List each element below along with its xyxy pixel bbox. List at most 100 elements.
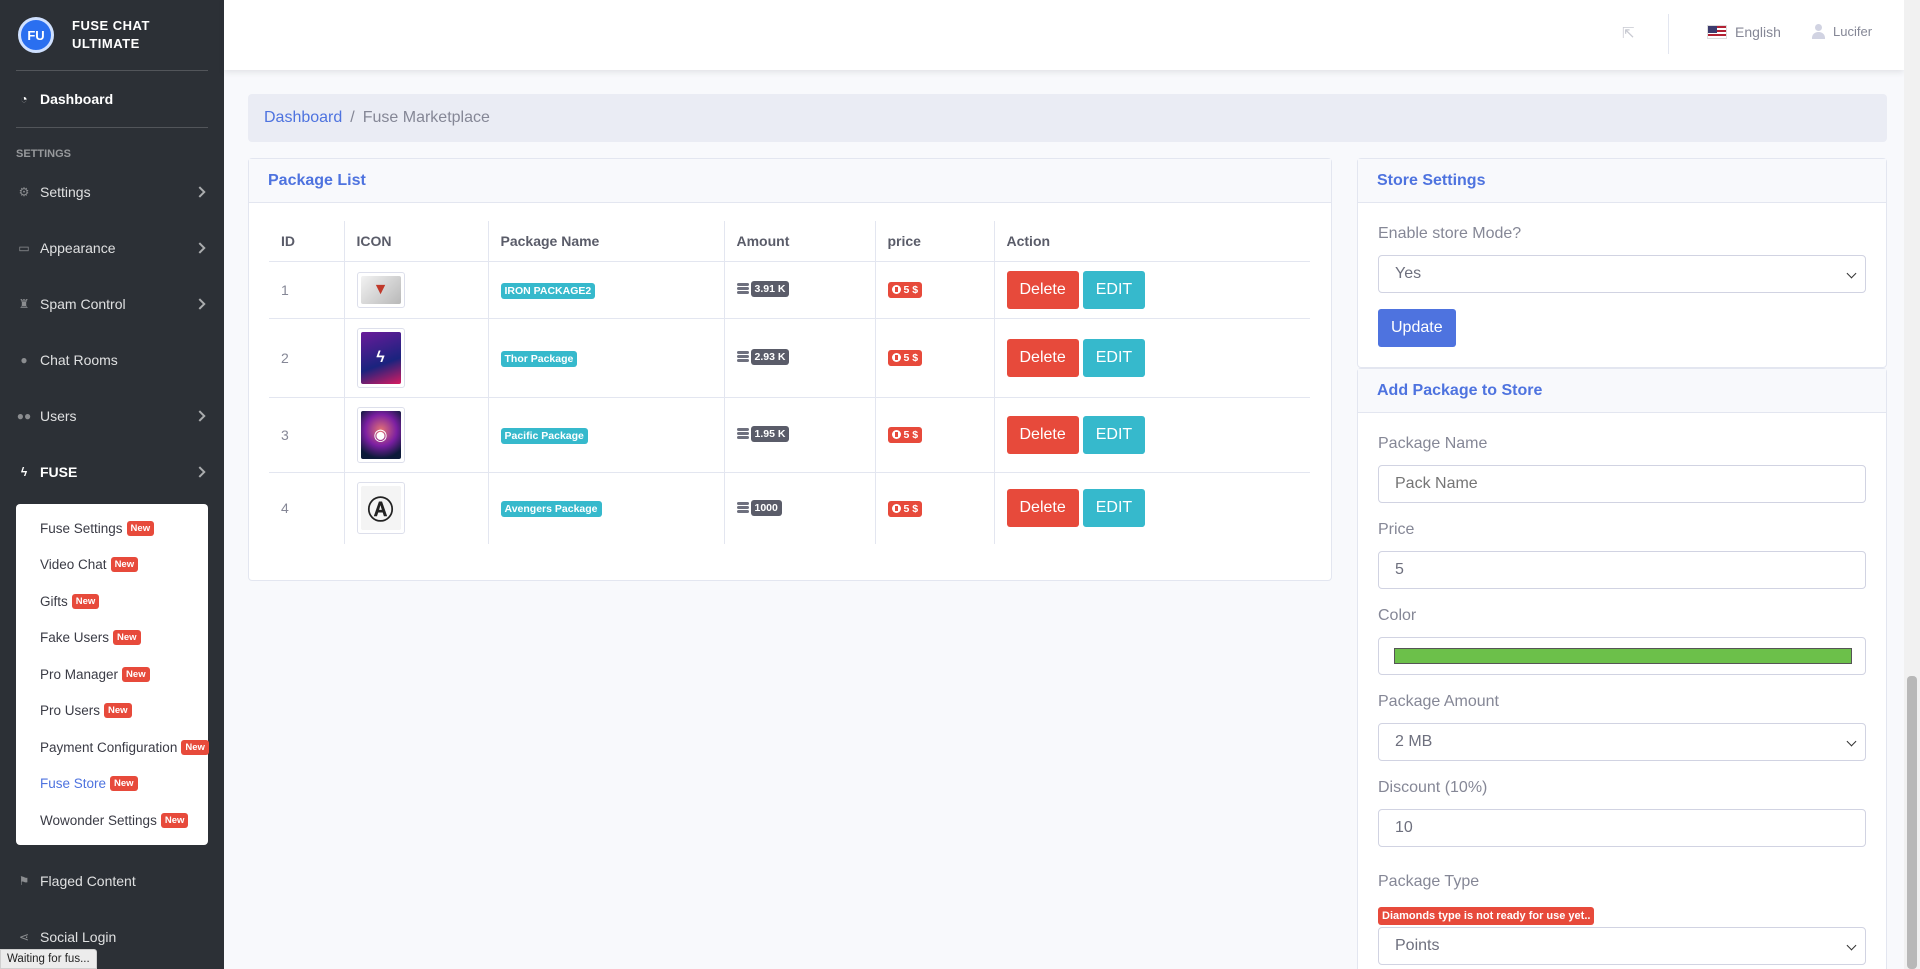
package-amount-select[interactable]: 2 MB [1378, 723, 1866, 761]
share-icon: ⋖ [18, 929, 30, 944]
price-icon [891, 285, 901, 295]
submenu-item-label: Pro Users [40, 703, 101, 719]
package-type-label: Package Type [1378, 873, 1480, 890]
table-row: 3 ◉ Pacific Package 1.95 K 5 $ Delete EDI… [269, 396, 1310, 472]
sidebar-item-fuse[interactable]: ϟ FUSE [0, 444, 224, 500]
package-type-select[interactable]: Points [1378, 927, 1866, 965]
submenu-item-payment-configuration[interactable]: Payment Configuration New [16, 729, 209, 766]
amount-badge: 3.91 K [750, 281, 790, 297]
edit-button[interactable]: EDIT [1082, 489, 1146, 528]
submenu-item-label: Payment Configuration [40, 739, 178, 755]
sidebar-item-appearance[interactable]: ▭ Appearance [0, 220, 224, 276]
new-badge: New [110, 557, 139, 573]
submenu-item-video-chat[interactable]: Video Chat New [16, 547, 208, 584]
discount-label: Discount (10%) [1378, 779, 1488, 796]
submenu-item-label: Video Chat [40, 557, 107, 573]
price-value: 5 $ [903, 502, 919, 515]
edit-button[interactable]: EDIT [1082, 415, 1146, 454]
spam-control-icon: ♜ [18, 297, 30, 311]
breadcrumb-separator: / [350, 109, 355, 126]
color-swatch [1394, 648, 1852, 664]
topbar-divider [1668, 14, 1669, 54]
price-input[interactable]: 5 [1378, 551, 1866, 589]
amount-value: 1.95 K [736, 426, 790, 442]
color-input[interactable] [1378, 637, 1866, 675]
submenu-item-gifts[interactable]: Gifts New [16, 583, 208, 620]
sidebar-item-social-login[interactable]: ⋖ Social Login [0, 909, 224, 965]
user-menu[interactable]: Lucifer [1812, 24, 1872, 39]
scrollbar-thumb[interactable] [1907, 676, 1917, 969]
chevron-down-icon [1846, 268, 1857, 279]
new-badge: New [104, 703, 132, 719]
breadcrumb-dashboard-link[interactable]: Dashboard [264, 109, 343, 126]
sidebar-item-label: Appearance [40, 240, 116, 256]
submenu-item-fuse-settings[interactable]: Fuse Settings New [16, 510, 208, 547]
delete-button[interactable]: Delete [1006, 415, 1079, 454]
column-header-package-name: Package Name [488, 221, 725, 261]
column-header-id: ID [269, 221, 345, 261]
store-settings-card: Store Settings Enable store Mode? Yes Up… [1357, 158, 1887, 368]
chevron-right-icon [194, 298, 206, 310]
edit-button[interactable]: EDIT [1082, 270, 1146, 309]
delete-button[interactable]: Delete [1006, 338, 1079, 377]
package-thumbnail: ▼ [356, 271, 405, 308]
edit-button[interactable]: EDIT [1082, 338, 1146, 377]
chevron-down-icon [1846, 736, 1857, 747]
enable-store-label: Enable store Mode? [1378, 225, 1522, 242]
page-scrollbar[interactable] [1904, 0, 1920, 969]
discount-input[interactable]: 10 [1378, 809, 1866, 847]
sidebar-item-chat-rooms[interactable]: ● Chat Rooms [0, 332, 224, 388]
sidebar-item-label: Spam Control [40, 296, 126, 312]
browser-status-bar: Waiting for fus... [0, 949, 97, 969]
sidebar-item-label: Chat Rooms [40, 352, 118, 368]
sidebar-item-label: FUSE [40, 464, 78, 480]
external-link-icon[interactable]: ⇱ [1622, 25, 1635, 42]
users-icon: ●● [16, 409, 32, 423]
submenu-item-label: Gifts [40, 593, 68, 609]
submenu-item-fake-users[interactable]: Fake Users New [16, 620, 208, 657]
enable-store-select[interactable]: Yes [1378, 255, 1866, 293]
language-selector[interactable]: English [1707, 24, 1781, 40]
sidebar-item-flaged-content[interactable]: ⚑ Flaged Content [0, 853, 224, 909]
submenu-item-label: Fake Users [40, 630, 110, 646]
new-badge: New [113, 630, 141, 646]
brand-name-line1: FUSE CHAT [72, 18, 150, 33]
thor-icon: ϟ [360, 331, 401, 384]
submenu-item-label: Fuse Settings [40, 520, 123, 536]
column-header-action: Action [1006, 232, 1051, 249]
submenu-item-pro-manager[interactable]: Pro Manager New [16, 656, 208, 693]
package-name-input[interactable] [1378, 465, 1866, 503]
package-amount-label: Package Amount [1378, 693, 1499, 710]
sidebar-item-users[interactable]: ●● Users [0, 388, 224, 444]
submenu-item-wowonder-settings[interactable]: Wowonder Settings New [16, 802, 208, 839]
delete-button[interactable]: Delete [1006, 489, 1079, 528]
add-package-card: Add Package to Store Package Name Price … [1357, 368, 1887, 969]
row-icon-cell: ϟ [344, 317, 489, 397]
price-icon [891, 430, 901, 440]
row-icon-cell: ▼ [344, 260, 489, 318]
sidebar-item-settings[interactable]: ⚙ Settings [0, 164, 224, 220]
user-icon [1812, 24, 1825, 39]
enable-store-value: Yes [1395, 265, 1422, 282]
delete-button[interactable]: Delete [1006, 270, 1079, 309]
submenu-item-fuse-store[interactable]: Fuse Store New [16, 766, 208, 803]
amount-badge: 1.95 K [750, 426, 790, 442]
sidebar-item-dashboard[interactable]: ◔ Dashboard [0, 71, 224, 127]
column-header-price: price [875, 221, 995, 261]
row-icon-cell: ◉ [344, 396, 489, 472]
update-button[interactable]: Update [1378, 309, 1456, 347]
brand-logo-icon: FU [18, 17, 54, 53]
pacific-icon: ◉ [360, 410, 401, 459]
chat-icon: ● [20, 353, 28, 367]
sidebar-item-spam-control[interactable]: ♜ Spam Control [0, 276, 224, 332]
price-badge: 5 $ [887, 281, 923, 298]
package-name-badge: Thor Package [500, 350, 578, 367]
package-table: ID ICON Package Name Amount price Action… [269, 221, 1310, 544]
sidebar-item-label: Social Login [40, 928, 117, 945]
brand[interactable]: FU FUSE CHAT ULTIMATE [0, 0, 224, 70]
breadcrumb-current: Fuse Marketplace [362, 109, 490, 126]
row-icon-cell: Ⓐ [344, 471, 489, 544]
amount-badge: 1000 [750, 499, 782, 516]
submenu-item-pro-users[interactable]: Pro Users New [16, 693, 208, 730]
column-header-icon: ICON [344, 221, 489, 261]
